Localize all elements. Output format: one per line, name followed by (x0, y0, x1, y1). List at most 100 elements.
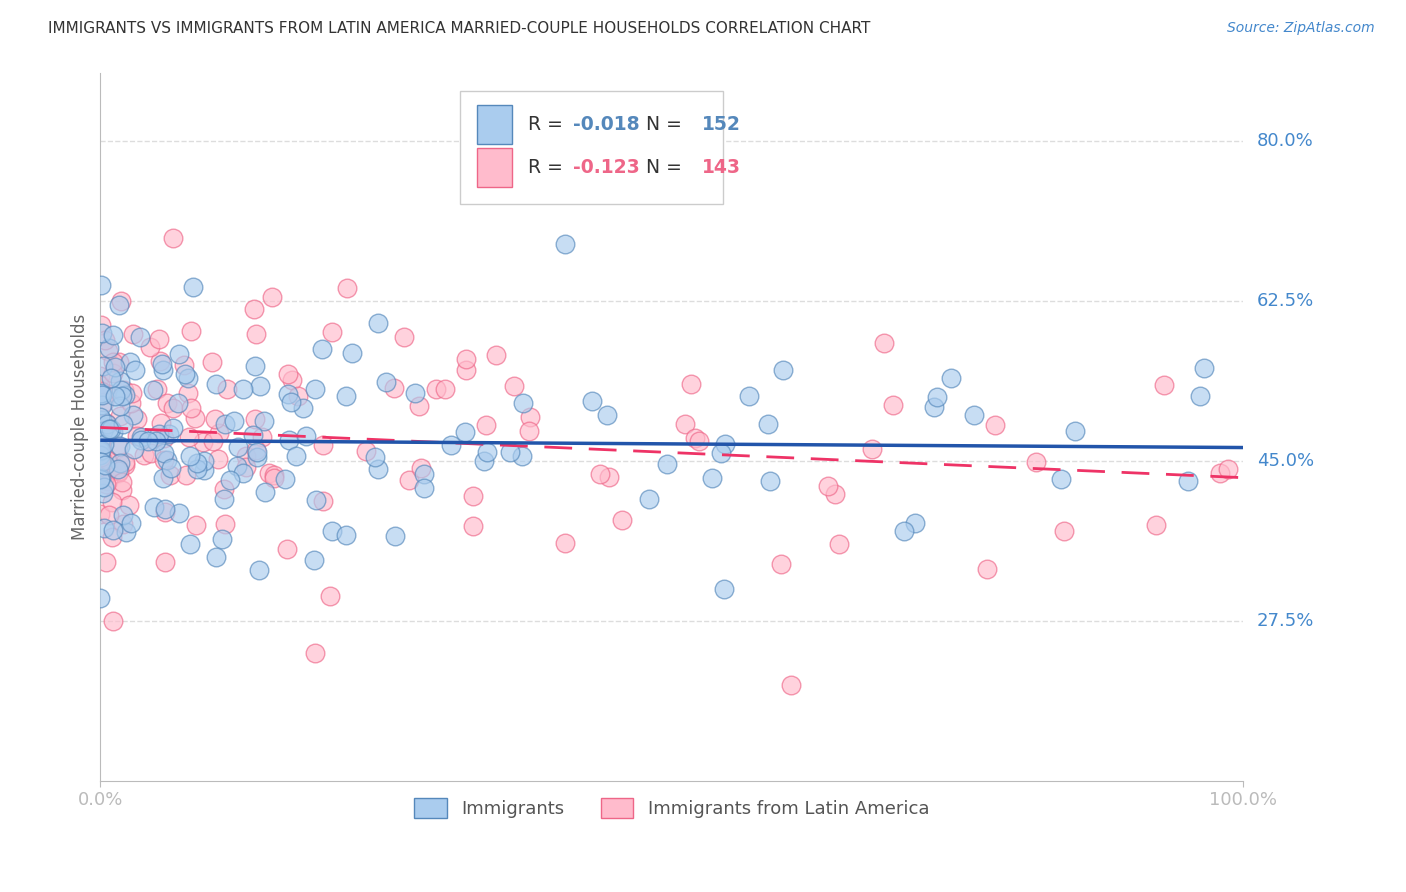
Point (152, 362, 174, 376)
Point (177, 385, 200, 400)
Point (118, 498, 141, 512)
Point (90, 387, 112, 401)
Point (340, 345, 363, 359)
Legend: Immigrants, Immigrants from Latin America: Immigrants, Immigrants from Latin Americ… (408, 790, 936, 825)
FancyBboxPatch shape (460, 91, 723, 204)
Point (243, 302, 266, 317)
Point (110, 294, 132, 309)
Point (152, 446, 174, 460)
Point (1050, 472, 1073, 486)
Point (89, 434, 111, 448)
Point (153, 431, 176, 445)
Point (89, 377, 111, 392)
Point (177, 430, 200, 444)
Point (472, 454, 495, 468)
Point (235, 460, 257, 475)
Point (374, 375, 396, 389)
Point (125, 429, 148, 443)
Point (1192, 360, 1215, 375)
Point (475, 445, 498, 459)
Point (180, 401, 202, 416)
FancyBboxPatch shape (478, 105, 512, 145)
Point (162, 401, 184, 415)
Point (150, 357, 173, 371)
Point (655, 457, 678, 471)
Point (146, 382, 169, 396)
Point (463, 489, 485, 503)
Point (485, 348, 508, 362)
Point (610, 513, 633, 527)
Point (97, 341, 120, 355)
Point (89, 472, 111, 486)
Point (321, 325, 343, 339)
Point (872, 335, 894, 350)
Point (100, 371, 122, 385)
Point (111, 516, 134, 531)
Point (107, 439, 129, 453)
Point (120, 395, 142, 409)
Point (215, 383, 238, 397)
Point (90, 384, 112, 399)
Point (512, 396, 534, 410)
Point (384, 529, 406, 543)
Point (817, 479, 839, 493)
Point (250, 429, 273, 443)
Point (91, 359, 114, 374)
Point (173, 358, 195, 372)
Text: 45.0%: 45.0% (1257, 452, 1315, 470)
Point (1053, 524, 1076, 539)
Point (382, 381, 405, 395)
Point (245, 327, 267, 342)
Text: 27.5%: 27.5% (1257, 612, 1315, 630)
Point (713, 582, 735, 596)
Point (780, 677, 803, 691)
Point (772, 362, 794, 376)
Point (108, 409, 131, 423)
Point (295, 429, 318, 443)
Point (118, 355, 141, 369)
Point (101, 494, 124, 508)
Point (456, 351, 478, 366)
Point (673, 417, 696, 432)
Point (519, 409, 541, 424)
Point (156, 453, 179, 467)
Point (179, 537, 201, 551)
Point (510, 449, 533, 463)
Point (714, 436, 737, 450)
Point (169, 507, 191, 521)
Text: N =: N = (628, 115, 688, 134)
Text: R =: R = (527, 158, 568, 177)
Point (180, 325, 202, 339)
Point (193, 463, 215, 477)
Point (101, 614, 124, 628)
Point (153, 502, 176, 516)
Point (1177, 475, 1199, 489)
Point (167, 347, 190, 361)
Point (219, 473, 242, 487)
Point (280, 395, 302, 409)
Point (738, 389, 761, 403)
Point (201, 355, 224, 369)
Point (1144, 517, 1167, 532)
Point (1188, 389, 1211, 403)
Point (638, 492, 661, 507)
Point (156, 396, 179, 410)
Point (176, 371, 198, 385)
Point (581, 394, 603, 409)
Point (204, 412, 226, 426)
Point (1209, 466, 1232, 480)
Point (202, 434, 225, 449)
Point (433, 382, 456, 396)
Point (107, 462, 129, 476)
Point (1153, 377, 1175, 392)
Point (129, 329, 152, 343)
Point (598, 470, 620, 484)
Point (253, 414, 276, 428)
Point (111, 475, 134, 489)
Point (104, 360, 127, 375)
Point (90, 388, 112, 402)
Point (412, 467, 434, 481)
Text: R =: R = (527, 115, 568, 134)
Point (963, 408, 986, 422)
Point (242, 428, 264, 442)
